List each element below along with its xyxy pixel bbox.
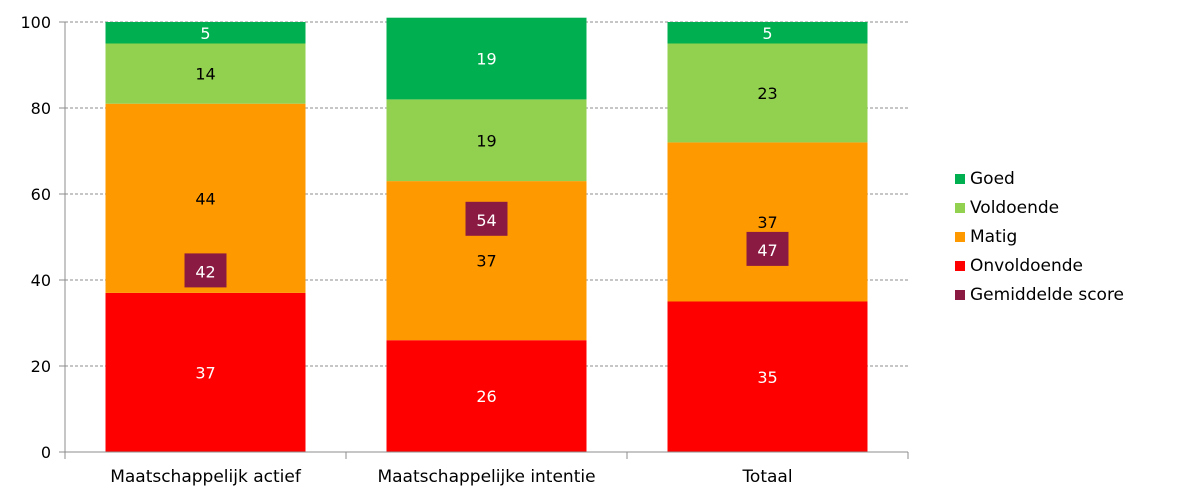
legend-swatch [955,173,965,184]
legend-swatch [955,260,965,271]
legend-item: Voldoende [955,193,1124,222]
y-tick-label: 60 [31,185,51,204]
average-score-label: 54 [476,211,496,230]
legend-label: Goed [970,168,1015,189]
data-label-onvoldoende: 37 [195,363,215,382]
data-label-voldoende: 14 [195,65,215,84]
legend-swatch [955,231,965,242]
data-label-voldoende: 19 [476,131,496,150]
y-tick-label: 20 [31,357,51,376]
average-score-label: 47 [757,241,777,260]
bar-segment-voldoende [667,43,868,143]
bar-segment-voldoende [386,99,587,182]
data-label-goed: 5 [200,24,210,43]
data-label-onvoldoende: 35 [757,368,777,387]
legend-label: Voldoende [970,197,1060,218]
average-score-marker [465,201,508,236]
x-tick-label: Maatschappelijk actief [110,467,302,486]
data-label-goed: 5 [762,24,772,43]
average-score-marker [184,253,227,288]
y-tick-label: 100 [20,13,51,32]
bar-segment-onvoldoende [105,292,306,452]
data-label-voldoende: 23 [757,84,777,103]
data-label-matig: 37 [476,252,496,271]
legend-label: Gemiddelde score [970,284,1125,305]
data-label-matig: 44 [195,189,215,208]
legend-swatch [955,202,965,213]
bar-segment-goed [667,22,868,44]
legend-label: Onvoldoende [970,255,1084,276]
legend-label: Matig [970,226,1018,247]
y-tick-label: 0 [41,443,51,462]
data-label-goed: 19 [476,50,496,69]
legend-swatch [955,289,965,300]
average-score-label: 42 [195,262,215,281]
legend-item: Goed [955,164,1124,193]
bar-segment-voldoende [105,43,306,104]
data-label-matig: 37 [757,213,777,232]
legend-item: Onvoldoende [955,251,1124,280]
y-tick-label: 80 [31,99,51,118]
y-tick-label: 40 [31,271,51,290]
x-tick-label: Totaal [741,467,792,486]
bar-segment-goed [386,17,587,100]
bar-segment-goed [105,22,306,44]
bar-segment-matig [667,142,868,302]
legend-item: Gemiddelde score [955,280,1124,309]
legend: Goed Voldoende Matig Onvoldoende Gemiddelde … [955,164,1124,309]
legend-item: Matig [955,222,1124,251]
bar-segment-onvoldoende [667,301,868,452]
bar-segment-onvoldoende [386,340,587,452]
average-score-marker [746,231,789,266]
x-tick-label: Maatschappelijke intentie [377,467,595,486]
data-label-onvoldoende: 26 [476,387,496,406]
